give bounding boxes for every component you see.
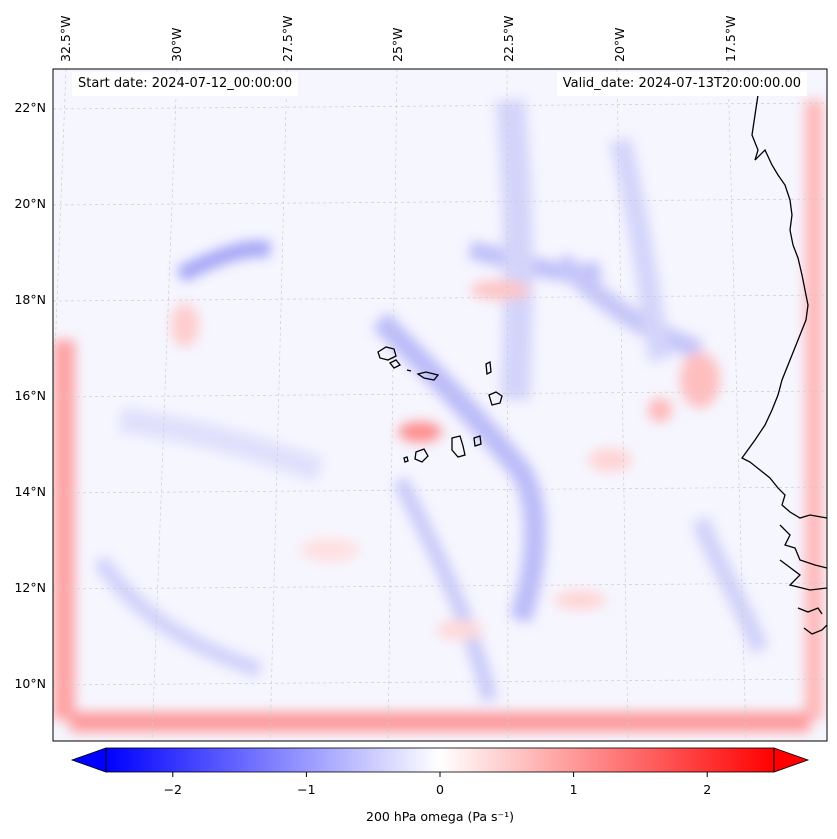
lat-label: 14°N	[14, 484, 46, 499]
omega-field	[53, 69, 827, 741]
colorbar: −2 −1 0 1 2 200 hPa omega (Pa s⁻¹)	[70, 747, 810, 824]
colorbar-max-extend	[773, 747, 810, 773]
start-date-label: Start date: 2024-07-12_00:00:00	[72, 72, 299, 96]
island-sao-nicolau	[416, 371, 440, 381]
colorbar-tick-label: 0	[436, 782, 444, 797]
lat-label: 20°N	[14, 196, 46, 211]
lon-label: 30°W	[169, 27, 184, 62]
island-santiago	[451, 435, 466, 458]
lat-label: 12°N	[14, 580, 46, 595]
island-sao-vicente	[388, 359, 402, 369]
island-maio	[473, 435, 482, 447]
lat-label: 18°N	[14, 292, 46, 307]
lon-label: 25°W	[390, 27, 405, 62]
lon-label: 32.5°W	[58, 16, 73, 62]
coastlines	[377, 94, 827, 635]
longitude-labels: 32.5°W 30°W 27.5°W 25°W 22.5°W 20°W 17.5…	[58, 16, 738, 62]
colorbar-tick-label: 2	[703, 782, 711, 797]
lon-label: 17.5°W	[723, 16, 738, 62]
colorbar-tick-label: −1	[297, 782, 315, 797]
island-sal	[485, 360, 492, 376]
colorbar-min-extend	[70, 747, 107, 773]
lon-label: 27.5°W	[280, 16, 295, 62]
lat-label: 22°N	[14, 100, 46, 115]
lat-label: 16°N	[14, 388, 46, 403]
island-santo-antao	[377, 346, 397, 361]
lon-label: 22.5°W	[501, 16, 516, 62]
lat-label: 10°N	[14, 676, 46, 691]
island-fogo	[414, 448, 429, 463]
colorbar-tick-label: 1	[570, 782, 578, 797]
lon-label: 20°W	[612, 27, 627, 62]
africa-coastline	[741, 94, 827, 519]
latitude-labels: 22°N 20°N 18°N 16°N 14°N 12°N 10°N	[14, 100, 46, 691]
map-frame	[52, 68, 828, 742]
graticule	[53, 69, 827, 741]
colorbar-tick-label: −2	[164, 782, 182, 797]
colorbar-gradient	[106, 748, 774, 772]
island-boa-vista	[488, 391, 503, 406]
valid-date-label: Valid_date: 2024-07-13T20:00:00.00	[556, 72, 807, 96]
colorbar-label: 200 hPa omega (Pa s⁻¹)	[366, 809, 514, 824]
colorbar-ticks: −2 −1 0 1 2	[164, 772, 711, 797]
